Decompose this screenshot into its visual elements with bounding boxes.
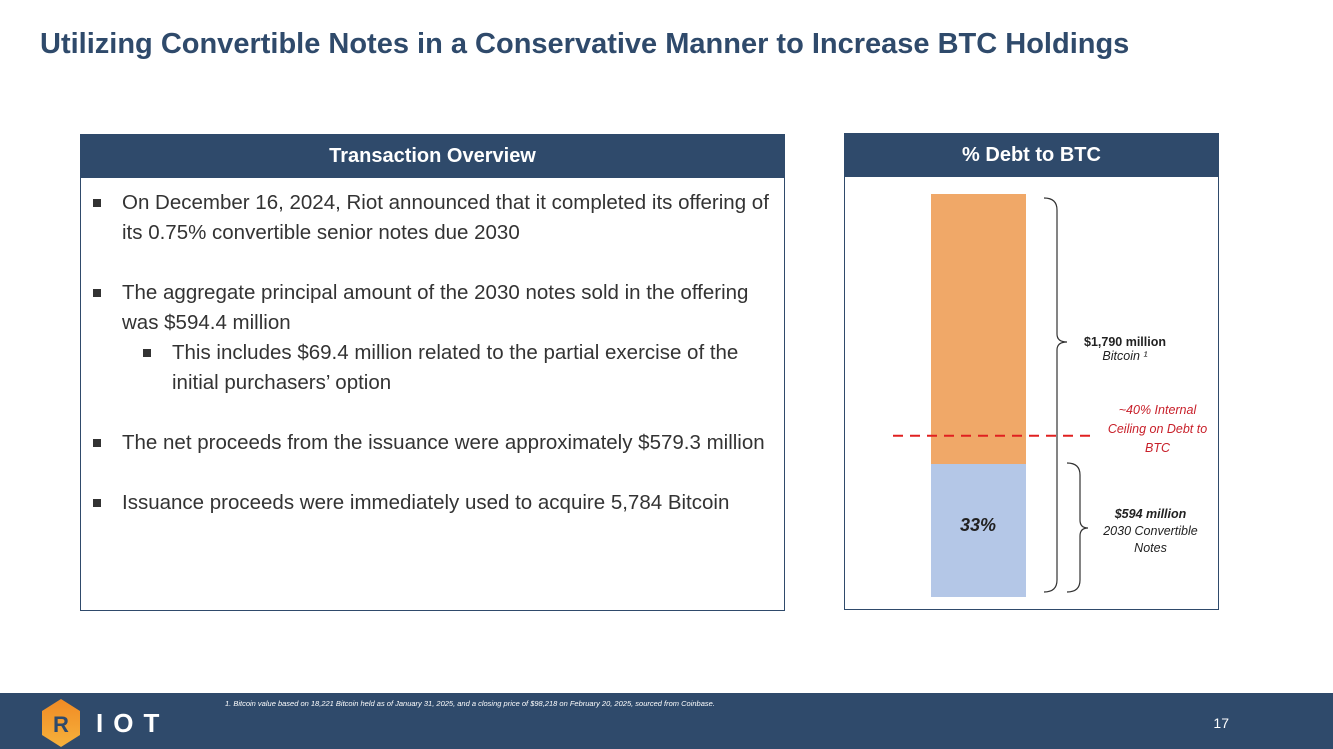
panel-header: Transaction Overview	[81, 135, 784, 178]
page-title: Utilizing Convertible Notes in a Conserv…	[40, 28, 1130, 60]
logo-text: IOT	[96, 707, 170, 738]
bullet: The net proceeds from the issuance were …	[93, 428, 784, 458]
btc-value-label: $1,790 million	[1084, 335, 1166, 349]
svg-text:R: R	[53, 712, 69, 737]
data-label: 33%	[960, 515, 996, 535]
notes-bracket	[1066, 462, 1089, 593]
debt-name-label: 2030 Convertible Notes	[1103, 524, 1198, 555]
debt-to-btc-panel: % Debt to BTC	[844, 133, 1219, 610]
bullet: The aggregate principal amount of the 20…	[93, 278, 784, 338]
bar-convertible-notes	[931, 464, 1026, 597]
btc-name-label: Bitcoin ¹	[1102, 349, 1148, 363]
riot-logo: R IOT	[40, 698, 169, 748]
transaction-overview-panel: Transaction Overview On December 16, 202…	[80, 134, 785, 611]
bullet: Issuance proceeds were immediately used …	[93, 488, 784, 518]
bullet: On December 16, 2024, Riot announced tha…	[93, 188, 784, 248]
bar-bitcoin	[931, 194, 1026, 465]
bitcoin-bracket	[1043, 197, 1068, 593]
footer: R IOT 1. Bitcoin value based on 18,221 B…	[0, 693, 1333, 749]
page-number: 17	[1213, 715, 1229, 731]
panel-header: % Debt to BTC	[845, 134, 1218, 177]
debt-value-label: $594 million	[1114, 507, 1187, 521]
bullet-list: On December 16, 2024, Riot announced tha…	[81, 178, 784, 518]
footnote: 1. Bitcoin value based on 18,221 Bitcoin…	[225, 699, 715, 708]
sub-bullet: This includes $69.4 million related to t…	[143, 338, 784, 398]
debt-to-btc-chart: 33%	[893, 194, 1092, 597]
riot-logo-icon: R	[42, 699, 80, 747]
ceiling-label: ~40% Internal Ceiling on Debt to BTC	[1107, 403, 1208, 455]
